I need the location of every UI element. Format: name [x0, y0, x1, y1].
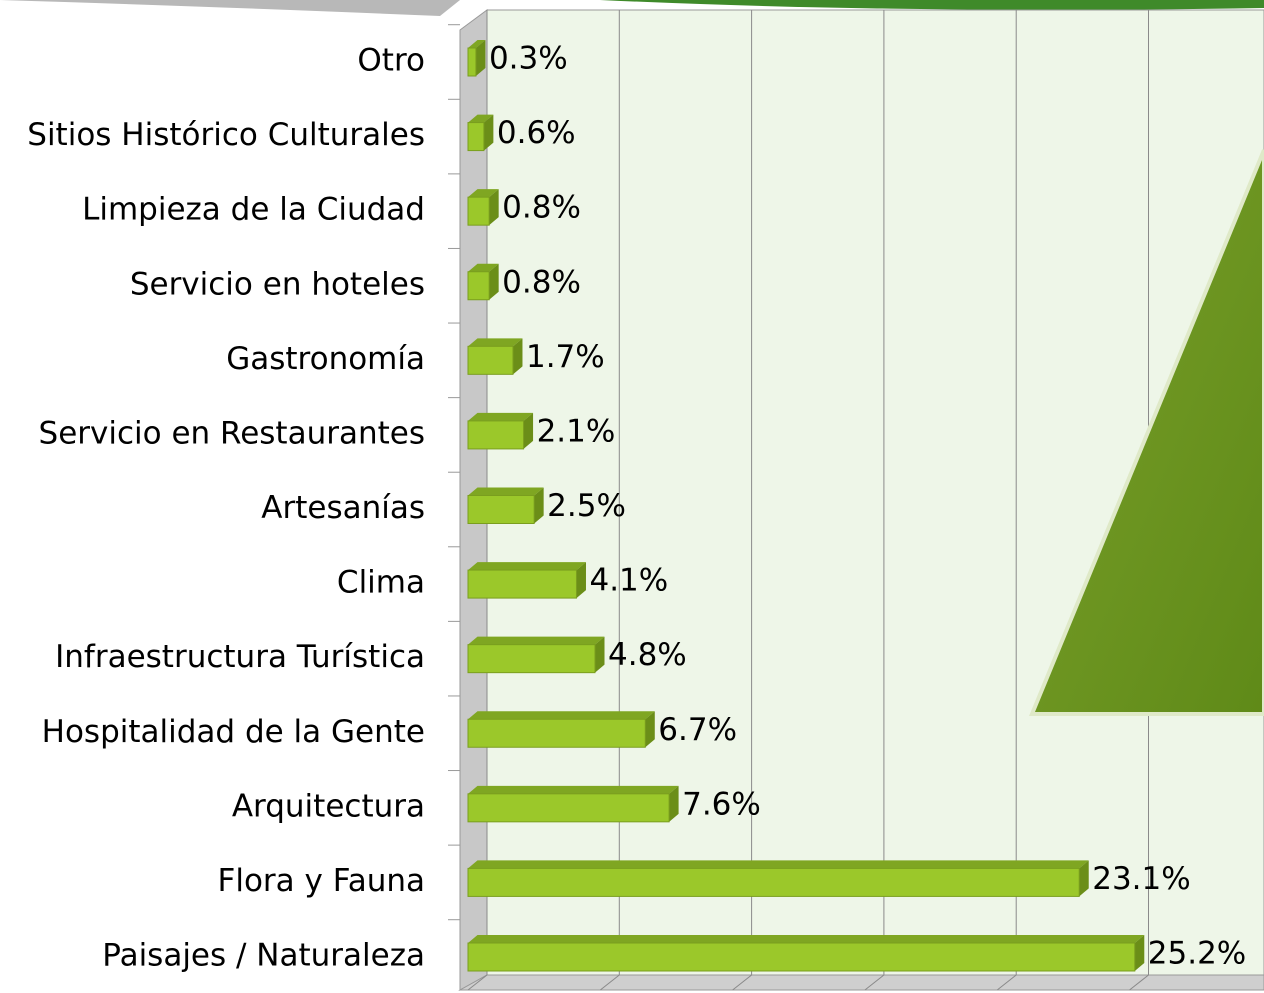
bar-top [468, 860, 1089, 868]
category-label: Hospitalidad de la Gente [42, 714, 425, 750]
category-label: Limpieza de la Ciudad [82, 192, 425, 228]
value-label: 6.7% [658, 712, 737, 748]
category-label: Flora y Fauna [218, 863, 425, 899]
bar [468, 189, 499, 225]
bar-front [468, 272, 489, 300]
bar-top [468, 488, 544, 496]
bar [468, 115, 493, 151]
bar-top [468, 786, 679, 794]
category-label: Otro [357, 43, 425, 79]
category-label: Arquitectura [232, 788, 425, 824]
value-label: 4.8% [608, 637, 687, 673]
value-label: 2.1% [537, 413, 616, 449]
value-label: 2.5% [547, 488, 626, 524]
bar [468, 264, 499, 300]
value-label: 0.3% [489, 41, 568, 77]
value-label: 25.2% [1148, 936, 1246, 972]
bar [468, 711, 655, 747]
category-label: Gastronomía [226, 341, 425, 377]
bar [468, 338, 522, 374]
decor-band [600, 0, 1264, 10]
bar [468, 488, 544, 524]
category-label: Artesanías [261, 490, 425, 526]
chart: Otro 0.3% Sitios Histórico Culturales 0.6% L… [0, 0, 1264, 993]
category-label: Servicio en Restaurantes [39, 415, 425, 451]
bar [468, 637, 605, 673]
bar [468, 935, 1144, 971]
category-label: Clima [337, 565, 425, 601]
value-label: 23.1% [1092, 861, 1190, 897]
floor [460, 975, 1264, 990]
bar [468, 786, 679, 822]
bar-front [468, 346, 513, 374]
bar [468, 860, 1089, 896]
bar-front [468, 48, 476, 76]
bar-front [468, 123, 484, 151]
bar-top [468, 338, 522, 346]
value-label: 0.8% [502, 190, 581, 226]
bar [468, 413, 533, 449]
category-label: Sitios Histórico Culturales [27, 117, 425, 153]
category-label: Paisajes / Naturaleza [102, 938, 425, 974]
value-label: 7.6% [682, 786, 761, 822]
value-label: 1.7% [526, 339, 605, 375]
bar-top [468, 711, 655, 719]
bar-front [468, 943, 1135, 971]
value-label: 0.6% [497, 115, 576, 151]
value-label: 0.8% [502, 264, 581, 300]
bar-front [468, 794, 669, 822]
bar-front [468, 197, 489, 225]
bar [468, 562, 586, 598]
category-label: Infraestructura Turística [55, 639, 425, 675]
bar-top [468, 562, 586, 570]
bar-front [468, 570, 576, 598]
bar-top [468, 413, 533, 421]
bar-front [468, 496, 534, 524]
category-label: Servicio en hoteles [130, 266, 425, 302]
bar-front [468, 868, 1079, 896]
bar-front [468, 421, 524, 449]
decor-swoosh [0, 0, 460, 16]
bar-top [468, 935, 1144, 943]
value-label: 4.1% [589, 563, 668, 599]
bar-front [468, 719, 645, 747]
bar-front [468, 645, 595, 673]
bar-top [468, 637, 605, 645]
